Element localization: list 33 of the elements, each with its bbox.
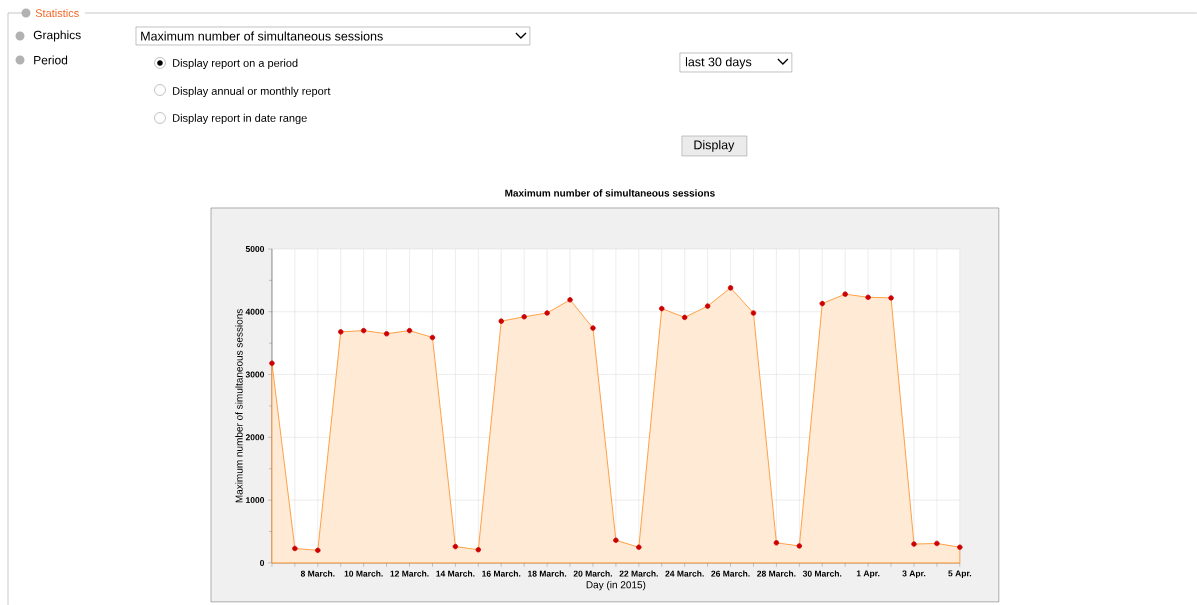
y-tick-label: 1000 <box>246 497 265 504</box>
y-tick-label: 3000 <box>245 371 265 378</box>
x-tick-label: 8 March. <box>300 570 335 577</box>
x-tick-label: 30 March. <box>802 570 842 577</box>
text: Display <box>694 140 735 152</box>
y-tick-label: 2000 <box>245 434 265 441</box>
x-tick-label: 18 March. <box>528 570 567 577</box>
y-tick-label: 0 <box>260 559 265 566</box>
text: Display report on a period <box>173 58 298 70</box>
x-tick-label: 26 March. <box>711 570 750 577</box>
x-tick-label: 12 March. <box>390 570 429 577</box>
x-tick-label: 24 March. <box>665 570 704 577</box>
y-axis-title: Maximum number of simultaneous sessions <box>235 309 243 503</box>
x-tick-label: 10 March. <box>344 570 383 577</box>
x-tick-label: 1 Apr. <box>856 570 880 578</box>
text: Period <box>34 55 68 65</box>
x-tick-label: 14 March. <box>436 570 475 577</box>
text: Statistics <box>35 8 79 17</box>
text: last 30 days <box>685 57 752 69</box>
text: Maximum number of simultaneous sessions <box>141 31 383 41</box>
text: Graphics <box>33 30 81 42</box>
text: Display annual or monthly report <box>173 86 331 98</box>
x-tick-label: 5 Apr. <box>948 570 972 578</box>
text: Display report in date range <box>173 113 307 125</box>
chart-title: Maximum number of simultaneous sessions <box>505 189 715 197</box>
x-tick-label: 28 March. <box>757 570 796 577</box>
x-tick-label: 16 March. <box>482 570 521 577</box>
x-axis-title: Day (in 2015) <box>586 580 646 591</box>
y-tick-label: 4000 <box>245 308 265 315</box>
x-tick-label: 3 Apr. <box>902 570 926 579</box>
y-tick-label: 5000 <box>245 245 265 252</box>
x-tick-label: 20 March. <box>573 570 612 577</box>
x-tick-label: 22 March. <box>619 570 658 577</box>
